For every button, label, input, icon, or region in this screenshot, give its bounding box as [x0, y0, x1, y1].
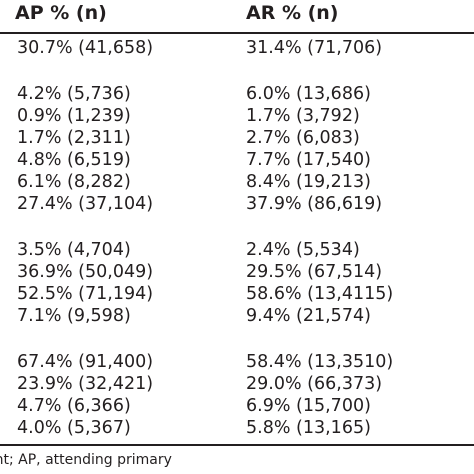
table-cell-ar: 9.4% (21,574): [246, 306, 371, 326]
table-cell-ar: 5.8% (13,165): [246, 418, 371, 438]
table-cell-ar: 31.4% (71,706): [246, 38, 383, 58]
table-cell-ap: 67.4% (91,400): [17, 352, 154, 372]
table-cell-ar: 6.0% (13,686): [246, 84, 371, 104]
table-cell-ap: 23.9% (32,421): [17, 374, 154, 394]
table-cell-ar: 29.0% (66,373): [246, 374, 383, 394]
column-header-ap: AP % (n): [15, 2, 107, 24]
header-rule: [0, 32, 474, 34]
table-cell-ar: 2.4% (5,534): [246, 240, 360, 260]
table-cell-ap: 36.9% (50,049): [17, 262, 154, 282]
table-cell-ap: 52.5% (71,194): [17, 284, 154, 304]
table-cell-ar: 29.5% (67,514): [246, 262, 383, 282]
table-cell-ar: 58.6% (13,4115): [246, 284, 394, 304]
table-cell-ar: 2.7% (6,083): [246, 128, 360, 148]
table-cell-ar: 7.7% (17,540): [246, 150, 371, 170]
table-cell-ap: 4.7% (6,366): [17, 396, 131, 416]
table-cell-ap: 7.1% (9,598): [17, 306, 131, 326]
table-cell-ap: 4.2% (5,736): [17, 84, 131, 104]
table-bottom-rule: [0, 444, 474, 446]
table-cell-ar: 6.9% (15,700): [246, 396, 371, 416]
table-cell-ar: 1.7% (3,792): [246, 106, 360, 126]
table-cell-ar: 8.4% (19,213): [246, 172, 371, 192]
column-header-ar: AR % (n): [246, 2, 339, 24]
table-cell-ap: 4.0% (5,367): [17, 418, 131, 438]
table-cell-ap: 6.1% (8,282): [17, 172, 131, 192]
table-footnote: ent; AP, attending primary: [0, 452, 172, 468]
table-cell-ap: 4.8% (6,519): [17, 150, 131, 170]
table-cell-ap: 30.7% (41,658): [17, 38, 154, 58]
table-cell-ap: 1.7% (2,311): [17, 128, 131, 148]
table-cell-ap: 3.5% (4,704): [17, 240, 131, 260]
table-cell-ap: 27.4% (37,104): [17, 194, 154, 214]
table-cell-ap: 0.9% (1,239): [17, 106, 131, 126]
table-cell-ar: 58.4% (13,3510): [246, 352, 394, 372]
table-cell-ar: 37.9% (86,619): [246, 194, 383, 214]
